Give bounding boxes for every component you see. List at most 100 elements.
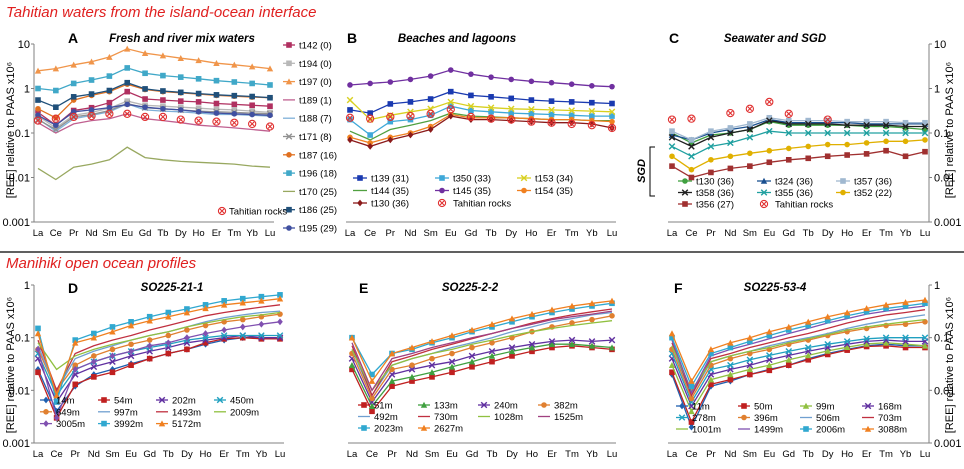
data-point (52, 65, 60, 72)
data-point (824, 347, 831, 354)
series-line (671, 318, 926, 392)
legend-label: t154 (35) (535, 186, 573, 197)
data-point (408, 344, 416, 351)
data-point (231, 111, 238, 117)
series-278m (668, 334, 929, 406)
x-tick-label: La (347, 449, 358, 460)
data-point (72, 339, 79, 346)
panel-title: Fresh and river mix waters (109, 33, 255, 45)
data-point (608, 297, 616, 304)
data-point (528, 344, 536, 351)
data-point (589, 99, 595, 106)
data-point (128, 347, 134, 355)
data-point (529, 348, 535, 355)
data-point (669, 128, 675, 134)
data-point (53, 114, 59, 121)
y-tick-label: 0.01 (934, 385, 955, 397)
data-point (183, 309, 191, 316)
rock-point (486, 114, 496, 123)
legend-item: 168m (862, 402, 902, 413)
series-t145-35- (347, 67, 615, 90)
data-point (202, 305, 209, 312)
legend: 11m 50m 99m 168m 278m 396m 506m 703m 1001m 1499m 2… (676, 402, 907, 436)
legend-item: t142 (0) (283, 41, 332, 52)
data-point (106, 104, 113, 111)
legend-marker (357, 175, 363, 181)
data-point (568, 336, 576, 344)
x-tick-label: Eu (763, 449, 775, 460)
series-line (671, 302, 926, 388)
legend-label: t197 (0) (299, 77, 332, 88)
data-point (70, 112, 77, 119)
data-point (747, 338, 753, 345)
data-point (277, 292, 283, 298)
x-tick-label: Gd (782, 449, 795, 460)
data-point (407, 131, 414, 139)
legend-item: 1028m (478, 412, 523, 423)
data-point (508, 95, 515, 102)
legend-label: 1028m (494, 412, 523, 423)
data-point (109, 358, 116, 365)
data-point (589, 113, 595, 119)
data-point (249, 93, 255, 100)
series-5172m (34, 295, 284, 399)
x-tick-label: Tb (486, 449, 497, 460)
data-point (124, 79, 131, 86)
rock-point (426, 109, 435, 118)
legend-item: t189 (1) (283, 95, 332, 106)
data-point (844, 347, 850, 353)
data-point (824, 120, 831, 128)
data-point (221, 336, 227, 342)
data-point (447, 67, 454, 73)
legend-item: t194 (0) (283, 59, 332, 70)
data-point (165, 313, 172, 320)
data-point (368, 377, 376, 384)
data-point (468, 116, 474, 124)
data-point (469, 363, 475, 370)
data-point (258, 297, 265, 304)
data-point (608, 108, 616, 116)
x-tick-label: Ho (841, 228, 853, 239)
rock-point (507, 115, 516, 124)
legend-item: t355 (36) (757, 188, 813, 199)
data-point (902, 341, 909, 348)
data-point (548, 341, 556, 348)
x-tick-label: Er (862, 449, 872, 460)
legend-marker (759, 199, 769, 209)
series-line (37, 82, 271, 108)
data-point (447, 98, 455, 106)
data-point (53, 414, 60, 422)
data-point (429, 355, 435, 362)
x-tick-label: Ce (685, 449, 697, 460)
data-point (369, 395, 375, 402)
legend-label: 168m (878, 402, 902, 413)
legend-item: Tahitian rocks (437, 199, 511, 210)
legend-label: t130 (36) (696, 177, 734, 188)
data-point (90, 363, 98, 371)
data-point (766, 147, 773, 154)
legend-marker (679, 402, 685, 410)
x-tick-label: Lu (265, 228, 276, 239)
data-point (902, 129, 909, 137)
series-1001m (671, 318, 926, 392)
data-point (766, 127, 773, 135)
legend-label: 133m (434, 401, 458, 412)
data-point (427, 73, 434, 79)
legend-item: 1525m (538, 412, 583, 423)
series-line (671, 120, 926, 144)
legend-marker (357, 199, 363, 207)
data-point (468, 107, 474, 114)
legend-label: 997m (114, 407, 138, 418)
data-point (346, 96, 354, 104)
data-point (708, 381, 714, 388)
y-axis-label-right-bottom: [REE] relative to PAAS x10⁶ (944, 297, 956, 433)
legend-item: t357 (36) (836, 177, 892, 188)
data-point (369, 408, 375, 415)
x-tick-label: Pr (387, 449, 397, 460)
legend-item: t350 (33) (435, 174, 491, 185)
data-point (766, 117, 773, 124)
x-tick-label: Sm (743, 449, 757, 460)
data-point (146, 337, 153, 343)
legend-label: 3992m (114, 419, 143, 430)
rock-point (466, 112, 476, 122)
